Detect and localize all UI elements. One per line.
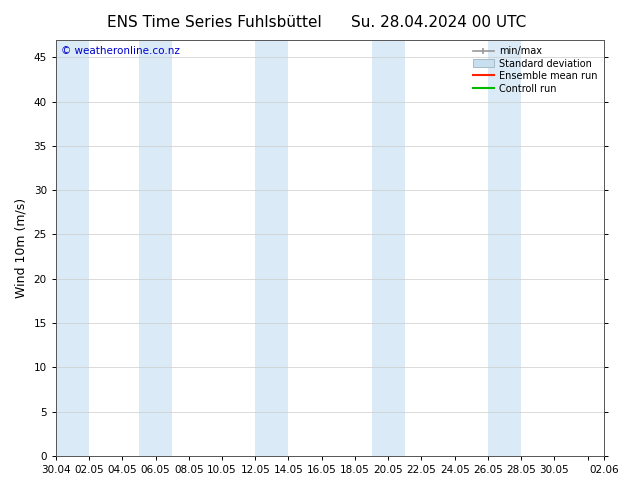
Bar	[372, 40, 404, 456]
Y-axis label: Wind 10m (m/s): Wind 10m (m/s)	[15, 197, 28, 298]
Text: ENS Time Series Fuhlsbüttel      Su. 28.04.2024 00 UTC: ENS Time Series Fuhlsbüttel Su. 28.04.20…	[107, 15, 527, 30]
Bar	[139, 40, 172, 456]
Text: © weatheronline.co.nz: © weatheronline.co.nz	[61, 46, 180, 56]
Legend: min/max, Standard deviation, Ensemble mean run, Controll run: min/max, Standard deviation, Ensemble me…	[470, 45, 599, 96]
Bar	[56, 40, 89, 456]
Bar	[488, 40, 521, 456]
Bar	[256, 40, 288, 456]
